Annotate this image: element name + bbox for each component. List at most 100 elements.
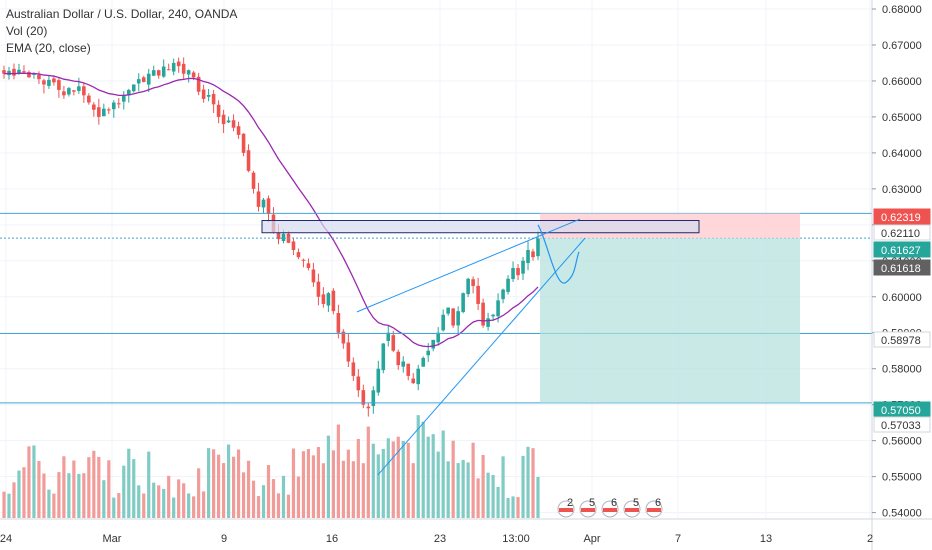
candle-body [171,62,176,72]
candle-body [381,343,386,371]
volume-bar [246,460,251,518]
volume-bar [256,496,261,518]
time-tick-label: 7 [675,533,681,545]
volume-bar [17,470,21,518]
volume-bar [12,482,16,518]
candle-body [361,390,366,405]
volume-bar [421,421,425,518]
candle-body [17,69,21,75]
candle-body [266,198,271,215]
volume-bar [326,435,330,518]
volume-bar [32,445,36,518]
volume-bar [187,493,191,518]
volume-bar [127,448,131,518]
candle-body [97,107,101,117]
candle-body [201,89,206,99]
volume-bar [72,460,76,518]
candle-body [371,390,376,406]
candle-body [416,368,421,385]
candle-body [431,339,435,349]
volume-bar [22,467,26,518]
candle-body [92,104,96,110]
volume-bar [486,472,490,518]
candle-layer [2,57,540,417]
event-flag-stripe [625,508,639,512]
time-tick-label: 13:00 [502,533,530,545]
candle-body [461,293,465,312]
candle-body [37,75,41,80]
time-tick-label: 23 [434,533,446,545]
candle-body [136,79,141,84]
volume-bar [147,451,151,518]
volume-bar [476,478,480,518]
volume-bar [212,449,216,518]
volume-bar [177,479,181,518]
candle-body [82,86,86,96]
candle-body [301,259,306,261]
price-badge [873,416,931,433]
volume-bar [52,493,56,518]
price-badge-label: 0.62319 [881,212,921,224]
candle-body [256,191,261,207]
volume-bar [152,482,156,518]
candle-body [181,63,186,74]
volume-bar [7,493,11,518]
candle-body [141,77,146,83]
candle-body [236,126,241,135]
event-count-label: 5 [633,497,639,509]
volume-bar [216,454,221,518]
volume-bar [466,462,470,518]
candle-body [196,76,201,92]
candle-body [306,263,311,268]
volume-bar [37,461,41,518]
wedge-lower-line [377,237,586,476]
candle-body [516,268,520,276]
volume-bar [47,489,51,518]
time-tick-label: 13 [760,533,772,545]
candle-body [67,88,71,95]
candle-body [221,114,226,125]
chart-legend: Australian Dollar / U.S. Dollar, 240, OA… [6,6,237,57]
time-tick-label: 9 [221,533,227,545]
candle-body [146,73,151,85]
volume-bar [461,459,465,518]
candle-body [151,70,156,76]
price-badge-label: 0.58978 [881,335,921,347]
candle-body [346,342,351,362]
volume-bar [446,461,450,518]
background-layer [0,0,872,518]
candle-body [331,290,336,312]
candle-body [321,294,326,304]
candle-body [226,120,231,123]
candle-body [496,300,500,317]
event-flag-stripe [647,508,661,512]
candle-body [526,250,530,264]
candle-body [166,69,171,71]
volume-bar [27,446,31,518]
candle-body [52,78,56,83]
candle-body [87,95,91,103]
volume-bar [241,472,246,518]
candle-body [506,278,510,292]
volume-bar [526,446,530,518]
candle-body [451,308,455,326]
volume-bar [182,483,186,518]
volume-bar [456,463,460,518]
candle-body [396,351,401,366]
candle-body [116,103,121,105]
volume-bar [471,442,475,518]
candle-body [491,314,495,317]
volume-bar [197,468,201,518]
candle-body [376,368,381,393]
volume-bar [371,443,375,518]
volume-bar [102,480,106,518]
volume-bar [142,493,146,518]
volume-bar [411,463,415,518]
candle-body [296,252,301,258]
candle-body [501,289,505,300]
volume-bar [426,436,430,518]
candle-body [121,95,126,102]
candle-body [102,108,106,117]
price-badge [873,208,931,225]
